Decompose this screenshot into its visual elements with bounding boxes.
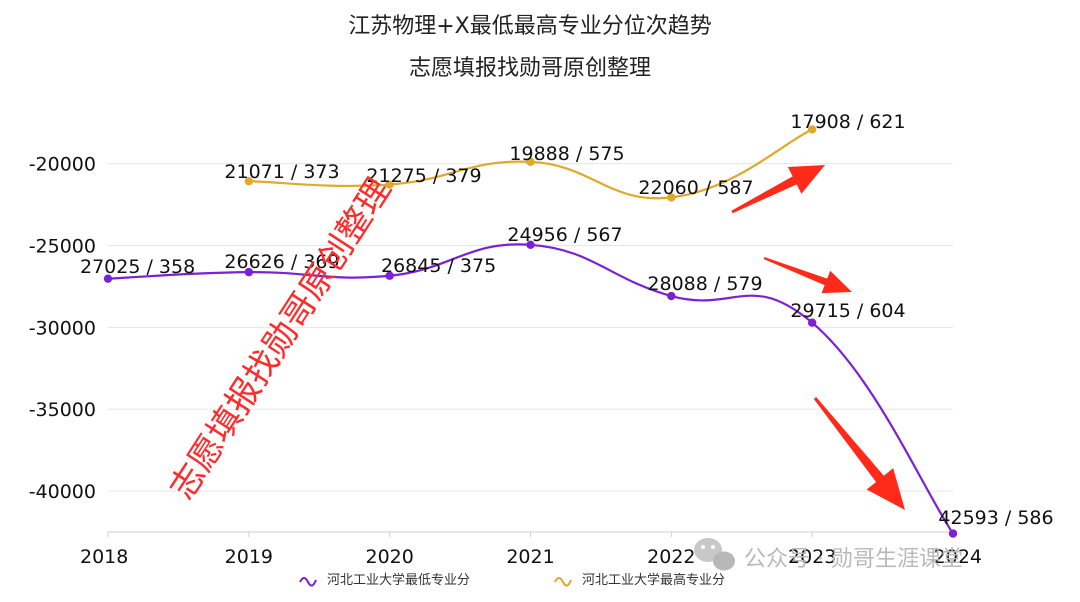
grid-lines bbox=[108, 163, 953, 533]
trend-arrows bbox=[731, 165, 905, 510]
y-tick-label: -35000 bbox=[29, 399, 96, 421]
x-tick-label: 2022 bbox=[647, 546, 695, 568]
y-tick-label: -20000 bbox=[29, 154, 96, 176]
data-point[interactable] bbox=[244, 176, 254, 186]
legend-label: 河北工业大学最高专业分 bbox=[582, 572, 725, 588]
data-labels: 27025 / 358 26626 / 369 26845 / 375 24956 /… bbox=[80, 111, 1054, 529]
legend[interactable]: 河北工业大学最低专业分 河北工业大学最高专业分 bbox=[299, 572, 725, 588]
brand-text: 公众号 · 勋哥生涯课堂 bbox=[744, 547, 963, 572]
watermark-text: 志愿填报找勋哥原创整理 bbox=[162, 171, 399, 506]
trend-arrow bbox=[763, 257, 852, 294]
series-lines bbox=[107, 128, 954, 535]
x-axis: 2018 2019 2020 2021 2022 2023 2024 bbox=[80, 532, 982, 568]
data-label: 24956 / 567 bbox=[507, 224, 622, 246]
data-point[interactable] bbox=[103, 274, 113, 283]
y-tick-label: -25000 bbox=[29, 236, 96, 258]
data-point[interactable] bbox=[807, 318, 817, 327]
data-point[interactable] bbox=[807, 125, 817, 134]
chart-title: 江苏物理+X最低最高专业分位次趋势 bbox=[348, 14, 712, 39]
data-point[interactable] bbox=[667, 291, 676, 301]
trend-arrow bbox=[731, 165, 825, 214]
data-label: 42593 / 586 bbox=[938, 507, 1053, 529]
legend-item-max[interactable]: 河北工业大学最高专业分 bbox=[554, 572, 725, 588]
chart-subtitle: 志愿填报找勋哥原创整理 bbox=[409, 56, 651, 81]
data-label: 22060 / 587 bbox=[638, 177, 753, 199]
series-line-min bbox=[107, 243, 954, 535]
data-label: 26626 / 369 bbox=[224, 251, 339, 273]
data-point[interactable] bbox=[385, 180, 394, 189]
data-label: 21071 / 373 bbox=[224, 161, 339, 183]
wechat-icon bbox=[694, 538, 735, 571]
legend-swatch-icon bbox=[554, 577, 572, 587]
x-tick-label: 2021 bbox=[506, 546, 554, 568]
legend-label: 河北工业大学最低专业分 bbox=[327, 572, 470, 588]
x-tick-label: 2024 bbox=[934, 546, 982, 568]
x-tick-label: 2019 bbox=[225, 546, 273, 568]
data-point[interactable] bbox=[948, 529, 958, 538]
x-tick-label: 2023 bbox=[788, 546, 836, 568]
brand-mark: 公众号 · 勋哥生涯课堂 bbox=[694, 538, 963, 572]
x-tick-label: 2018 bbox=[80, 546, 128, 568]
data-point[interactable] bbox=[526, 240, 535, 249]
data-point[interactable] bbox=[526, 157, 535, 167]
data-point[interactable] bbox=[667, 193, 676, 202]
data-point[interactable] bbox=[244, 267, 254, 277]
data-label: 27025 / 358 bbox=[80, 256, 195, 278]
x-tick-label: 2020 bbox=[365, 546, 413, 568]
trend-arrow bbox=[813, 397, 905, 510]
y-axis: -20000 -25000 -30000 -35000 -40000 bbox=[29, 154, 96, 503]
y-tick-label: -30000 bbox=[29, 317, 96, 339]
data-label: 17908 / 621 bbox=[790, 111, 905, 133]
data-label: 26845 / 375 bbox=[381, 255, 496, 277]
series-points bbox=[103, 125, 958, 538]
data-label: 28088 / 579 bbox=[647, 273, 762, 295]
legend-item-min[interactable]: 河北工业大学最低专业分 bbox=[299, 572, 470, 588]
data-label: 19888 / 575 bbox=[509, 143, 624, 165]
y-tick-label: -40000 bbox=[29, 481, 96, 503]
legend-swatch-icon bbox=[299, 577, 317, 587]
data-label: 21275 / 379 bbox=[366, 165, 481, 187]
data-point[interactable] bbox=[385, 271, 394, 280]
data-label: 29715 / 604 bbox=[790, 300, 905, 322]
